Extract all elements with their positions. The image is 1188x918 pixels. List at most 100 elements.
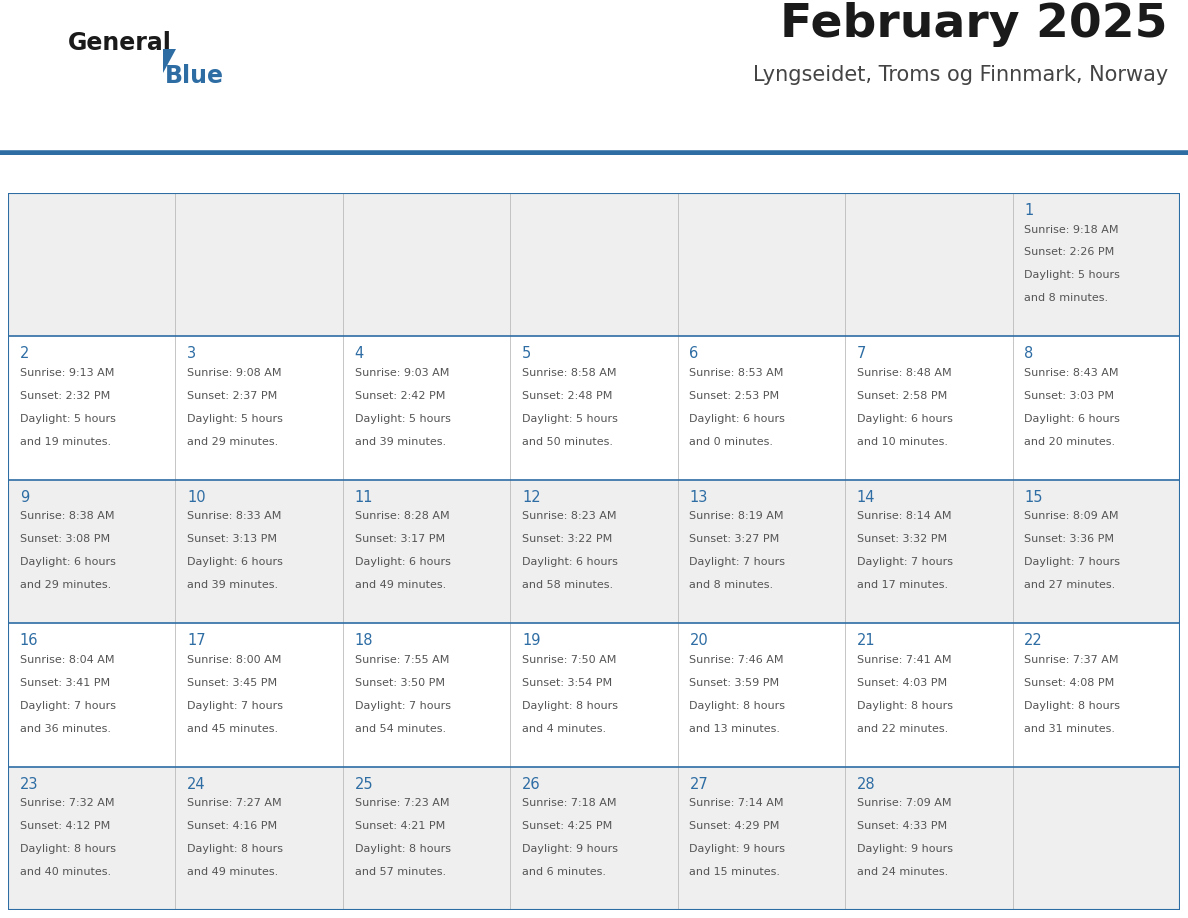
Text: Daylight: 9 hours: Daylight: 9 hours xyxy=(857,844,953,854)
Polygon shape xyxy=(163,49,176,73)
Text: 26: 26 xyxy=(522,777,541,791)
Text: Sunset: 4:16 PM: Sunset: 4:16 PM xyxy=(188,821,277,831)
Text: Sunset: 3:17 PM: Sunset: 3:17 PM xyxy=(354,534,444,544)
Text: 28: 28 xyxy=(857,777,876,791)
Text: and 36 minutes.: and 36 minutes. xyxy=(20,723,110,733)
Text: 13: 13 xyxy=(689,490,708,505)
Text: 17: 17 xyxy=(188,633,206,648)
Text: and 13 minutes.: and 13 minutes. xyxy=(689,723,781,733)
Text: and 49 minutes.: and 49 minutes. xyxy=(354,580,446,590)
Text: Sunset: 4:25 PM: Sunset: 4:25 PM xyxy=(522,821,612,831)
Text: 7: 7 xyxy=(857,346,866,362)
Text: Sunrise: 7:41 AM: Sunrise: 7:41 AM xyxy=(857,655,952,665)
Text: and 50 minutes.: and 50 minutes. xyxy=(522,437,613,447)
Text: Daylight: 8 hours: Daylight: 8 hours xyxy=(188,844,283,854)
Text: Wednesday: Wednesday xyxy=(527,166,615,182)
Text: Sunset: 2:53 PM: Sunset: 2:53 PM xyxy=(689,391,779,401)
Bar xyxy=(8,193,1180,336)
Text: Sunday: Sunday xyxy=(25,166,82,182)
Text: Sunset: 3:13 PM: Sunset: 3:13 PM xyxy=(188,534,277,544)
Text: Sunrise: 7:14 AM: Sunrise: 7:14 AM xyxy=(689,798,784,808)
Text: Blue: Blue xyxy=(165,64,225,88)
Text: and 15 minutes.: and 15 minutes. xyxy=(689,867,781,877)
Text: and 19 minutes.: and 19 minutes. xyxy=(20,437,110,447)
Text: Daylight: 8 hours: Daylight: 8 hours xyxy=(857,700,953,711)
Text: Sunrise: 8:53 AM: Sunrise: 8:53 AM xyxy=(689,368,784,378)
Text: Sunset: 3:41 PM: Sunset: 3:41 PM xyxy=(20,677,109,688)
Text: 3: 3 xyxy=(188,346,196,362)
Text: Sunrise: 8:00 AM: Sunrise: 8:00 AM xyxy=(188,655,282,665)
Text: Daylight: 7 hours: Daylight: 7 hours xyxy=(188,700,283,711)
Text: 9: 9 xyxy=(20,490,29,505)
Text: Sunset: 4:08 PM: Sunset: 4:08 PM xyxy=(1024,677,1114,688)
Text: Daylight: 6 hours: Daylight: 6 hours xyxy=(354,557,450,567)
Text: Sunrise: 9:08 AM: Sunrise: 9:08 AM xyxy=(188,368,282,378)
Text: Sunrise: 8:43 AM: Sunrise: 8:43 AM xyxy=(1024,368,1119,378)
Text: 12: 12 xyxy=(522,490,541,505)
Text: Daylight: 7 hours: Daylight: 7 hours xyxy=(354,700,450,711)
Text: Sunset: 2:26 PM: Sunset: 2:26 PM xyxy=(1024,248,1114,257)
Text: Sunset: 3:50 PM: Sunset: 3:50 PM xyxy=(354,677,444,688)
Text: and 20 minutes.: and 20 minutes. xyxy=(1024,437,1116,447)
Text: Daylight: 5 hours: Daylight: 5 hours xyxy=(354,414,450,424)
Text: Daylight: 8 hours: Daylight: 8 hours xyxy=(1024,700,1120,711)
Text: 19: 19 xyxy=(522,633,541,648)
Text: and 29 minutes.: and 29 minutes. xyxy=(20,580,110,590)
Text: February 2025: February 2025 xyxy=(781,2,1168,47)
Text: Sunrise: 8:48 AM: Sunrise: 8:48 AM xyxy=(857,368,952,378)
Text: Sunrise: 7:32 AM: Sunrise: 7:32 AM xyxy=(20,798,114,808)
Text: Sunrise: 8:19 AM: Sunrise: 8:19 AM xyxy=(689,511,784,521)
Text: Sunset: 3:45 PM: Sunset: 3:45 PM xyxy=(188,677,277,688)
Text: Sunset: 3:27 PM: Sunset: 3:27 PM xyxy=(689,534,779,544)
Text: Sunset: 2:48 PM: Sunset: 2:48 PM xyxy=(522,391,612,401)
Text: Daylight: 9 hours: Daylight: 9 hours xyxy=(522,844,618,854)
Bar xyxy=(8,623,1180,767)
Text: Daylight: 8 hours: Daylight: 8 hours xyxy=(20,844,115,854)
Text: Sunset: 3:59 PM: Sunset: 3:59 PM xyxy=(689,677,779,688)
Text: 5: 5 xyxy=(522,346,531,362)
Text: and 45 minutes.: and 45 minutes. xyxy=(188,723,278,733)
Text: and 57 minutes.: and 57 minutes. xyxy=(354,867,446,877)
Text: and 29 minutes.: and 29 minutes. xyxy=(188,437,278,447)
Text: and 54 minutes.: and 54 minutes. xyxy=(354,723,446,733)
Text: Daylight: 5 hours: Daylight: 5 hours xyxy=(20,414,115,424)
Text: 24: 24 xyxy=(188,777,206,791)
Text: 11: 11 xyxy=(354,490,373,505)
Text: 21: 21 xyxy=(857,633,876,648)
Text: 22: 22 xyxy=(1024,633,1043,648)
Text: Daylight: 7 hours: Daylight: 7 hours xyxy=(20,700,115,711)
Text: 25: 25 xyxy=(354,777,373,791)
Text: Sunset: 3:03 PM: Sunset: 3:03 PM xyxy=(1024,391,1114,401)
Text: Sunset: 4:33 PM: Sunset: 4:33 PM xyxy=(857,821,947,831)
Text: Daylight: 7 hours: Daylight: 7 hours xyxy=(689,557,785,567)
Text: and 22 minutes.: and 22 minutes. xyxy=(857,723,948,733)
Text: Sunset: 3:36 PM: Sunset: 3:36 PM xyxy=(1024,534,1114,544)
Text: Sunrise: 8:23 AM: Sunrise: 8:23 AM xyxy=(522,511,617,521)
Text: Sunrise: 7:55 AM: Sunrise: 7:55 AM xyxy=(354,655,449,665)
Text: Sunrise: 7:27 AM: Sunrise: 7:27 AM xyxy=(188,798,282,808)
Bar xyxy=(8,767,1180,910)
Text: Sunrise: 8:58 AM: Sunrise: 8:58 AM xyxy=(522,368,617,378)
Text: 10: 10 xyxy=(188,490,206,505)
Text: Daylight: 5 hours: Daylight: 5 hours xyxy=(1024,271,1120,280)
Text: and 6 minutes.: and 6 minutes. xyxy=(522,867,606,877)
Text: Sunset: 3:08 PM: Sunset: 3:08 PM xyxy=(20,534,109,544)
Text: Sunset: 4:29 PM: Sunset: 4:29 PM xyxy=(689,821,779,831)
Text: and 31 minutes.: and 31 minutes. xyxy=(1024,723,1116,733)
Bar xyxy=(8,336,1180,480)
Text: 20: 20 xyxy=(689,633,708,648)
Text: and 4 minutes.: and 4 minutes. xyxy=(522,723,606,733)
Text: Daylight: 5 hours: Daylight: 5 hours xyxy=(522,414,618,424)
Text: 14: 14 xyxy=(857,490,876,505)
Text: 8: 8 xyxy=(1024,346,1034,362)
Text: Sunset: 3:54 PM: Sunset: 3:54 PM xyxy=(522,677,612,688)
Text: Sunset: 2:58 PM: Sunset: 2:58 PM xyxy=(857,391,947,401)
Text: Sunrise: 8:04 AM: Sunrise: 8:04 AM xyxy=(20,655,114,665)
Text: and 58 minutes.: and 58 minutes. xyxy=(522,580,613,590)
Text: Daylight: 8 hours: Daylight: 8 hours xyxy=(522,700,618,711)
Text: Daylight: 6 hours: Daylight: 6 hours xyxy=(1024,414,1120,424)
Text: Sunrise: 7:18 AM: Sunrise: 7:18 AM xyxy=(522,798,617,808)
Text: and 49 minutes.: and 49 minutes. xyxy=(188,867,278,877)
Text: and 39 minutes.: and 39 minutes. xyxy=(188,580,278,590)
Text: Sunset: 4:12 PM: Sunset: 4:12 PM xyxy=(20,821,110,831)
